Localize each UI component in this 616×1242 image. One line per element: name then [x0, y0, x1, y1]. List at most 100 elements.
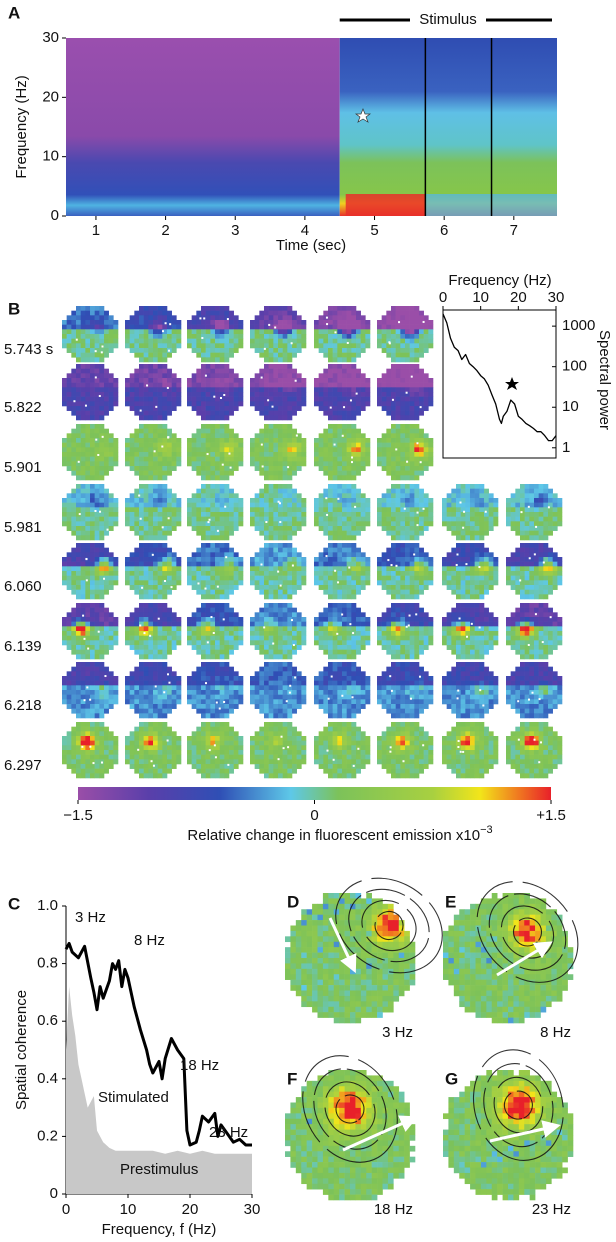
- pixel: [90, 580, 95, 585]
- pixel: [192, 580, 197, 585]
- pixel: [134, 489, 139, 494]
- pixel: [525, 566, 530, 571]
- pixel: [192, 557, 197, 562]
- pixel: [148, 369, 153, 374]
- pixel: [283, 590, 288, 595]
- pixel: [206, 433, 211, 438]
- pixel: [139, 452, 144, 457]
- pixel: [347, 452, 352, 457]
- pixel: [144, 640, 149, 645]
- pixel: [206, 471, 211, 476]
- pixel: [543, 552, 548, 557]
- pixel: [347, 334, 352, 339]
- pixel: [410, 503, 415, 508]
- pixel: [153, 484, 158, 489]
- pixel: [287, 383, 292, 388]
- pixel: [428, 498, 433, 503]
- pixel: [158, 585, 163, 590]
- pixel: [396, 315, 401, 320]
- pixel: [104, 452, 109, 457]
- pixel: [283, 636, 288, 641]
- pixel: [506, 498, 511, 503]
- pixel: [273, 507, 278, 512]
- pixel: [351, 566, 356, 571]
- pixel: [215, 339, 220, 344]
- pixel: [396, 383, 401, 388]
- pixel: [220, 507, 225, 512]
- dot: [519, 579, 521, 581]
- pixel: [342, 387, 347, 392]
- pixel: [442, 557, 447, 562]
- pixel: [382, 631, 387, 636]
- pixel: [525, 535, 530, 540]
- pixel: [391, 585, 396, 590]
- pixel: [391, 311, 396, 316]
- pixel: [172, 507, 177, 512]
- pixel: [475, 552, 480, 557]
- pixel: [158, 311, 163, 316]
- pixel: [234, 580, 239, 585]
- pixel: [365, 397, 370, 402]
- pixel: [215, 452, 220, 457]
- pixel: [351, 526, 356, 531]
- pixel: [67, 498, 72, 503]
- pixel: [201, 329, 206, 334]
- pixel: [158, 471, 163, 476]
- pixel: [210, 401, 215, 406]
- pixel: [314, 580, 319, 585]
- pixel: [234, 343, 239, 348]
- pixel: [386, 383, 391, 388]
- pixel: [465, 498, 470, 503]
- pixel: [85, 612, 90, 617]
- pixel: [461, 590, 466, 595]
- pixel: [342, 603, 347, 608]
- pixel: [377, 562, 382, 567]
- y-tick-label: 10: [42, 148, 59, 165]
- pixel: [224, 645, 229, 650]
- pixel: [139, 457, 144, 462]
- pixel: [356, 645, 361, 650]
- pixel: [206, 364, 211, 369]
- pixel: [99, 622, 104, 627]
- pixel: [162, 471, 167, 476]
- pixel: [210, 517, 215, 522]
- pixel: [113, 397, 118, 402]
- pixel: [529, 521, 534, 526]
- pixel: [201, 645, 206, 650]
- pixel: [278, 526, 283, 531]
- pixel: [62, 378, 67, 383]
- pixel: [153, 475, 158, 480]
- pixel: [361, 517, 366, 522]
- pixel: [386, 612, 391, 617]
- pixel: [134, 557, 139, 562]
- pixel: [273, 654, 278, 659]
- pixel: [465, 503, 470, 508]
- pixel: [328, 489, 333, 494]
- pixel: [347, 471, 352, 476]
- pixel: [391, 364, 396, 369]
- pixel: [206, 503, 211, 508]
- pixel: [405, 343, 410, 348]
- pixel: [328, 640, 333, 645]
- dot: [217, 586, 219, 588]
- pixel: [229, 348, 234, 353]
- pixel: [220, 438, 225, 443]
- pixel: [220, 585, 225, 590]
- pixel: [273, 475, 278, 480]
- map-image: [125, 306, 181, 362]
- pixel: [85, 543, 90, 548]
- pixel: [529, 552, 534, 557]
- pixel: [167, 493, 172, 498]
- pixel: [144, 364, 149, 369]
- pixel: [400, 466, 405, 471]
- pixel: [391, 475, 396, 480]
- pixel: [104, 334, 109, 339]
- pixel: [365, 517, 370, 522]
- pixel: [187, 571, 192, 576]
- pixel: [139, 415, 144, 420]
- spectrogram-post: [340, 38, 557, 216]
- pixel: [337, 415, 342, 420]
- pixel: [328, 512, 333, 517]
- pixel: [158, 315, 163, 320]
- pixel: [269, 576, 274, 581]
